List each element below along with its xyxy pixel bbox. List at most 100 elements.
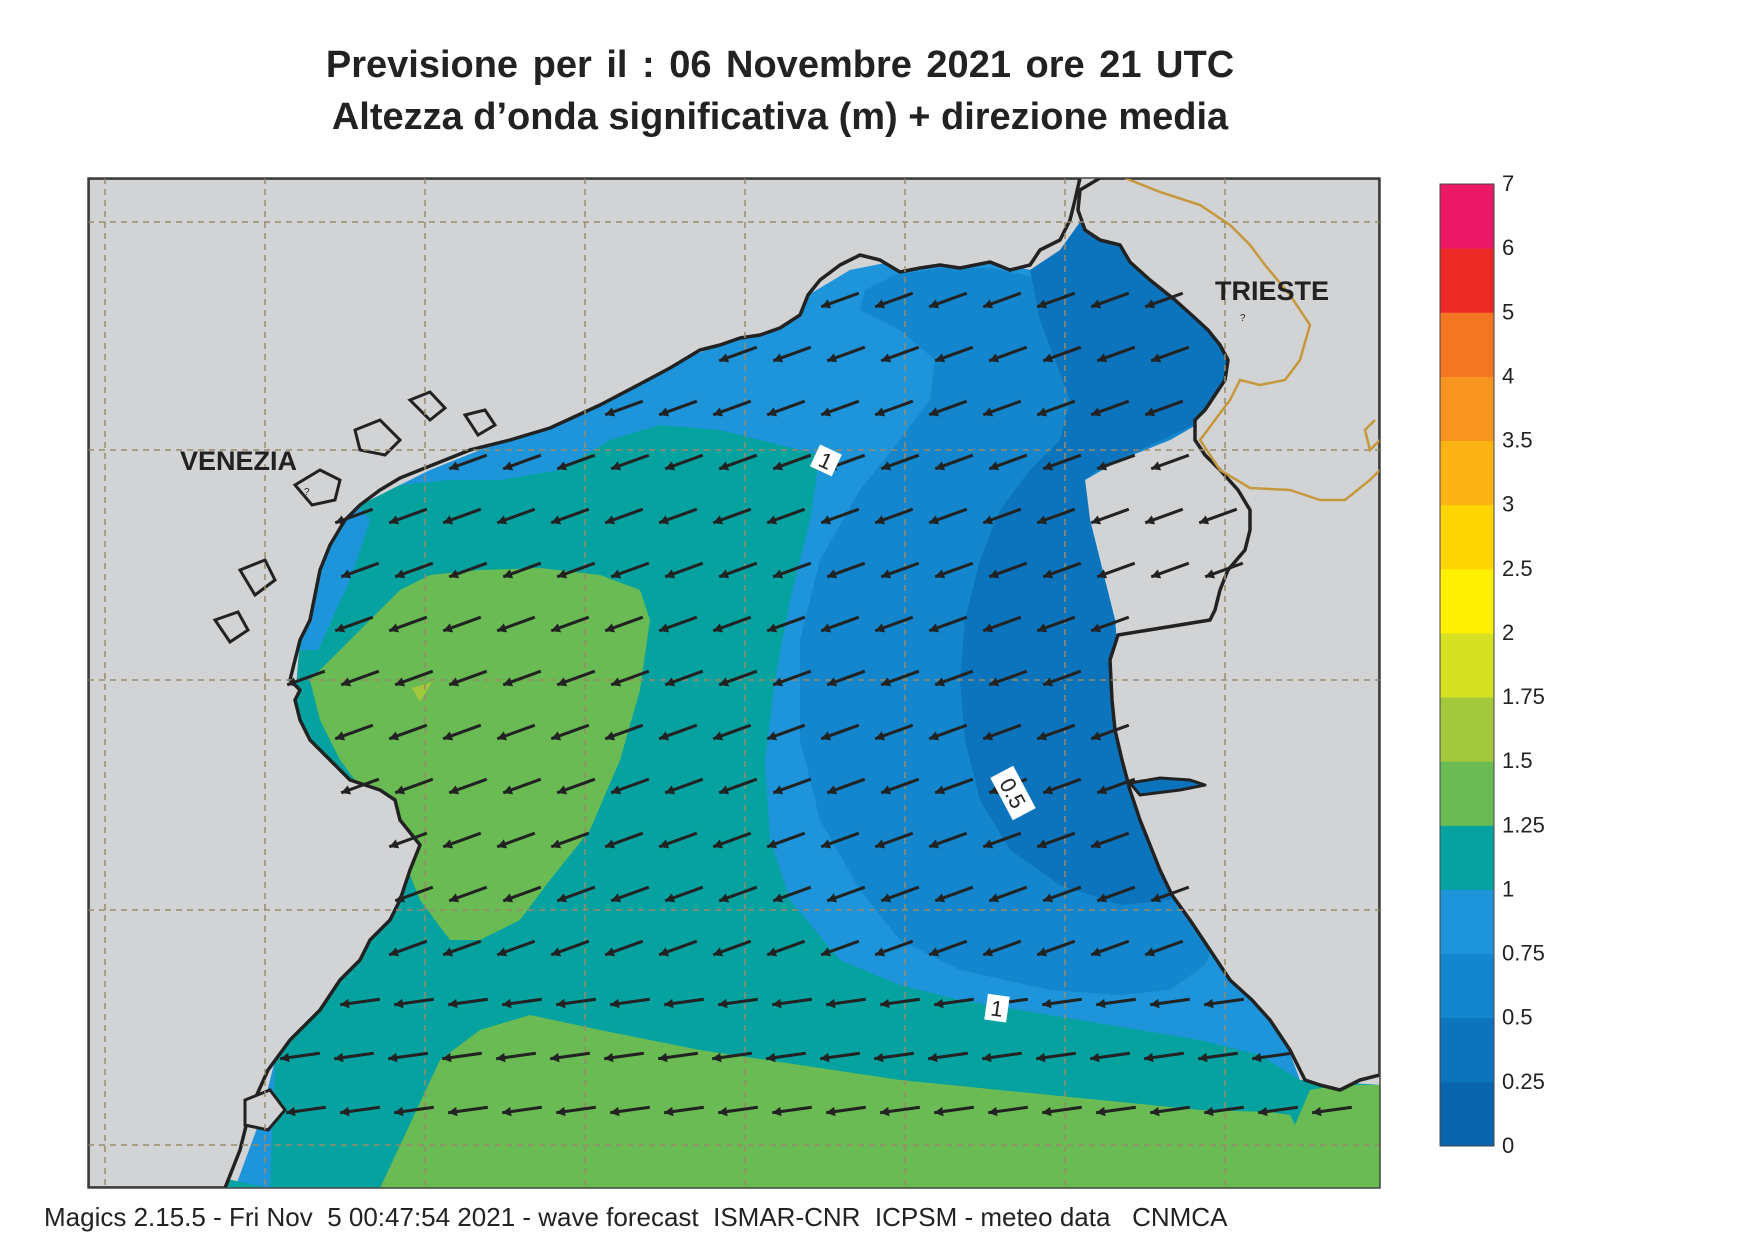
wave-arrow-head — [551, 731, 562, 741]
wave-arrow-head — [1252, 1052, 1262, 1063]
sea-zones — [88, 196, 1380, 1188]
wave-arrow-head — [929, 731, 940, 741]
wave-arrow-head — [875, 947, 886, 957]
wave-arrow-head — [875, 299, 886, 309]
wave-arrow-head — [821, 407, 832, 417]
colorbar-swatch — [1440, 568, 1494, 634]
wave-arrow-head — [610, 998, 620, 1009]
wave-arrow-head — [550, 1052, 560, 1063]
wave-arrow-head — [395, 569, 406, 579]
wave-arrow-head — [1151, 353, 1162, 363]
wave-arrow-head — [448, 1106, 458, 1117]
colorbar-tick-label: 1.25 — [1502, 812, 1545, 837]
wave-arrow-head — [983, 407, 994, 417]
wave-arrow-head — [605, 407, 616, 417]
wave-arrow-head — [341, 785, 352, 795]
wave-arrow-head — [1042, 1106, 1052, 1117]
wave-arrow-head — [665, 893, 676, 903]
wave-arrow-head — [497, 839, 508, 849]
wave-arrow-head — [929, 299, 940, 309]
wave-arrow-head — [989, 353, 1000, 363]
wave-arrow-head — [1091, 839, 1102, 849]
wave-arrow-head — [989, 893, 1000, 903]
wave-arrow-head — [989, 677, 1000, 687]
wave-arrow-head — [611, 569, 622, 579]
wave-arrow-head — [497, 731, 508, 741]
wave-arrow-head — [280, 1052, 290, 1063]
wave-arrow-head — [659, 623, 670, 633]
map-title-line2: Altezza d’onda significativa (m) + direz… — [331, 96, 1229, 138]
wave-arrow-head — [503, 461, 514, 471]
wave-arrow-head — [1150, 998, 1160, 1009]
wave-arrow-head — [773, 353, 784, 363]
colorbar-swatch — [1440, 312, 1494, 377]
colorbar-tick-label: 4 — [1502, 363, 1514, 388]
wave-arrow-head — [934, 998, 944, 1009]
colorbar-tick-label: 3 — [1502, 492, 1514, 517]
wave-arrow-head — [1091, 947, 1102, 957]
wave-arrow-head — [443, 731, 454, 741]
wave-arrow-head — [442, 1052, 452, 1063]
wave-arrow-head — [1037, 947, 1048, 957]
wave-arrow-head — [935, 677, 946, 687]
wave-arrow-head — [1145, 299, 1156, 309]
wave-arrow-head — [556, 1106, 566, 1117]
colorbar-swatch — [1440, 953, 1494, 1019]
colorbar-swatch — [1440, 1081, 1494, 1147]
wave-arrow-head — [719, 785, 730, 795]
wave-arrow-head — [983, 947, 994, 957]
east-coast-land — [1076, 178, 1380, 1092]
wave-arrow-head — [881, 461, 892, 471]
wave-arrow-head — [388, 1052, 398, 1063]
wave-arrow-head — [287, 677, 298, 687]
wave-arrow-head — [767, 947, 778, 957]
wave-arrow-head — [449, 677, 460, 687]
wave-arrow-head — [1043, 353, 1054, 363]
wave-arrow-head — [928, 1052, 938, 1063]
wave-arrow-head — [1205, 569, 1216, 579]
wave-arrow-head — [1091, 299, 1102, 309]
wave-arrow-head — [1037, 731, 1048, 741]
wave-arrow-head — [766, 1052, 776, 1063]
wave-arrow-head — [605, 731, 616, 741]
wave-arrow-head — [1204, 998, 1214, 1009]
footer-credit: Magics 2.15.5 - Fri Nov 5 00:47:54 2021 … — [44, 1202, 1228, 1232]
contour-label-1-bottom: 1 — [984, 993, 1010, 1023]
lagoon-islands — [212, 390, 498, 1132]
city-marker-venezia: ? — [304, 487, 310, 498]
wave-arrow-head — [719, 677, 730, 687]
wave-arrow-head — [1043, 893, 1054, 903]
wave-arrow-head — [827, 893, 838, 903]
wave-arrow-head — [1097, 353, 1108, 363]
wave-arrow-head — [557, 677, 568, 687]
wave-arrow-head — [1204, 1106, 1214, 1117]
wave-arrow-head — [767, 731, 778, 741]
wave-direction-arrows — [279, 291, 1353, 1117]
wave-arrow-head — [1097, 461, 1108, 471]
wave-arrow-head — [719, 461, 730, 471]
wave-arrow-head — [611, 893, 622, 903]
wave-arrow-head — [874, 1052, 884, 1063]
wave-arrow-head — [983, 623, 994, 633]
wave-arrow-head — [605, 623, 616, 633]
colorbar-tick-label: 6 — [1502, 235, 1514, 260]
wave-arrow-head — [448, 998, 458, 1009]
city-marker-trieste: ? — [1240, 313, 1246, 324]
wave-arrow-head — [821, 947, 832, 957]
wave-arrow-head — [665, 785, 676, 795]
colorbar-tick-label: 1 — [1502, 876, 1514, 901]
wave-arrow-head — [772, 1106, 782, 1117]
wave-arrow-head — [1090, 1052, 1100, 1063]
wave-arrow-head — [826, 998, 836, 1009]
wave-arrow-head — [773, 677, 784, 687]
wave-arrow-head — [503, 677, 514, 687]
wave-arrow-head — [713, 731, 724, 741]
wave-arrow-head — [935, 461, 946, 471]
wave-arrow-head — [1312, 1106, 1322, 1117]
wave-arrow-head — [988, 1106, 998, 1117]
wave-arrow-head — [659, 839, 670, 849]
wave-arrow-head — [502, 1106, 512, 1117]
wave-arrow-head — [557, 893, 568, 903]
wave-arrow-head — [1096, 1106, 1106, 1117]
venice-lagoon-water — [300, 500, 370, 650]
